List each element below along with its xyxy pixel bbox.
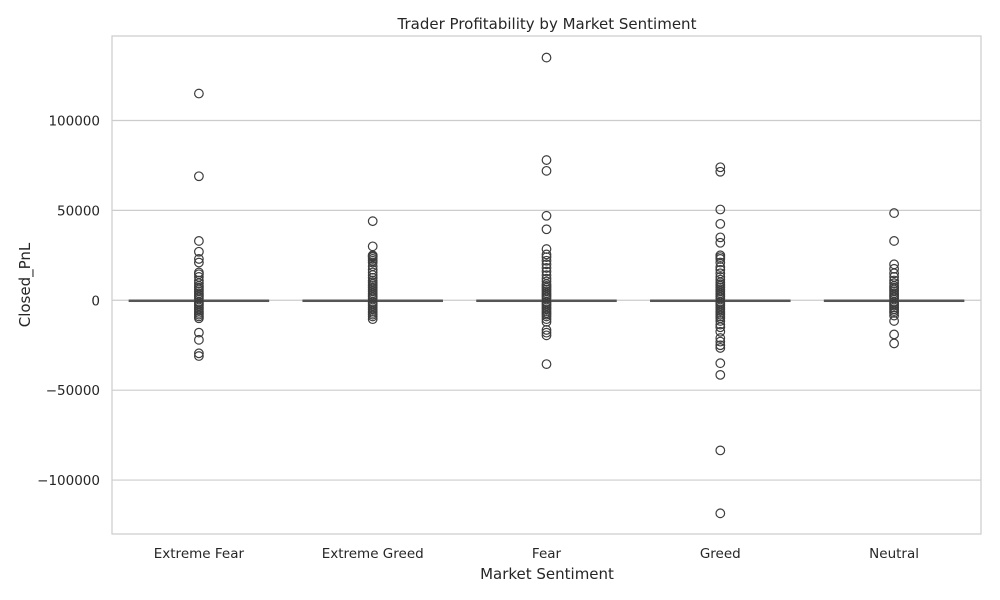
outlier-point (715, 358, 726, 369)
outlier-point (193, 327, 204, 338)
outlier-point (715, 333, 726, 343)
outlier-point (889, 268, 899, 279)
outlier-point (193, 246, 204, 257)
outlier-point (193, 348, 204, 359)
outlier-point (541, 263, 552, 273)
outlier-point (715, 343, 726, 353)
box-group (823, 208, 965, 349)
x-axis-ticks: Extreme Fear Extreme Greed Fear Greed Neutra… (154, 546, 919, 562)
outlier-point (541, 210, 552, 221)
outlier-point (193, 351, 204, 361)
x-tick-label: Greed (700, 546, 741, 562)
outlier-point (889, 316, 899, 326)
box-group (476, 52, 617, 370)
outlier-point (715, 508, 726, 519)
outlier-point (715, 166, 726, 177)
x-tick-label: Neutral (869, 546, 919, 562)
y-tick-label: 100000 (48, 113, 100, 129)
outlier-point (889, 236, 899, 246)
y-tick-label: −50000 (46, 383, 100, 399)
outlier-point (715, 445, 726, 456)
outlier-point (541, 327, 552, 338)
outlier-point (715, 322, 726, 333)
outlier-point (367, 311, 378, 322)
outlier-point (715, 232, 726, 243)
outlier-point (193, 254, 204, 264)
outlier-point (715, 264, 726, 275)
outlier-point (715, 319, 726, 330)
outlier-point (541, 359, 552, 370)
x-tick-label: Extreme Greed (322, 546, 424, 562)
outlier-point (715, 162, 726, 173)
outlier-point (541, 155, 552, 165)
box-group (128, 88, 270, 361)
outlier-point (715, 369, 726, 380)
outlier-point (541, 224, 552, 235)
plot-area-frame (111, 35, 982, 535)
y-tick-label: −100000 (37, 473, 100, 489)
outlier-point (541, 52, 552, 63)
outlier-point (715, 218, 726, 229)
box-group (302, 216, 443, 325)
outlier-point (193, 171, 204, 182)
x-axis-label: Market Sentiment (480, 565, 614, 583)
y-tick-label: 50000 (57, 203, 100, 219)
outlier-point (715, 262, 726, 272)
outlier-point (541, 259, 552, 270)
outlier-point (715, 204, 726, 215)
box-group (650, 162, 791, 519)
outlier-point (715, 237, 726, 248)
outlier-point (889, 208, 899, 218)
outlier-point (193, 257, 204, 268)
outlier-point (541, 311, 552, 322)
outlier-point (367, 216, 378, 227)
outlier-point (541, 330, 552, 341)
outlier-point (715, 257, 726, 268)
outlier-point (541, 255, 552, 266)
outlier-point (541, 266, 552, 277)
outlier-point (889, 338, 899, 349)
x-tick-label: Extreme Fear (154, 546, 245, 562)
outlier-point (541, 252, 552, 263)
outlier-point (889, 310, 899, 321)
box-plots (128, 52, 965, 519)
outlier-point (193, 313, 204, 324)
outlier-point (367, 314, 378, 325)
outlier-point (715, 336, 726, 347)
outlier-point (193, 334, 204, 345)
outlier-point (541, 314, 552, 325)
outlier-point (715, 326, 726, 337)
outlier-point (541, 165, 552, 176)
outlier-point (367, 257, 378, 268)
y-axis-label: Closed_PnL (16, 242, 35, 327)
outlier-point (541, 249, 552, 260)
chart-title: Trader Profitability by Market Sentiment (397, 15, 697, 33)
outlier-point (193, 88, 204, 99)
outlier-point (715, 316, 726, 326)
outlier-point (541, 325, 552, 335)
y-axis-ticks: −100000 −50000 0 50000 100000 (37, 113, 100, 489)
outlier-point (715, 340, 726, 351)
y-tick-label: 0 (91, 293, 100, 309)
outlier-point (193, 236, 204, 246)
x-tick-label: Fear (532, 546, 562, 562)
